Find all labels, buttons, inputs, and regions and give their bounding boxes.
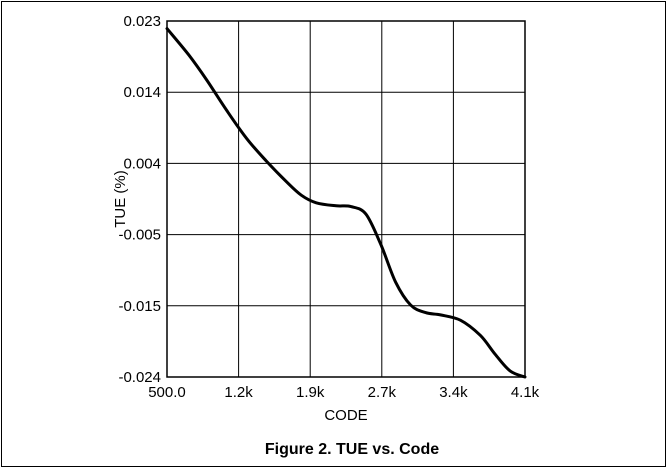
x-axis-ticks: 500.0 1.2k 1.9k 2.7k 3.4k 4.1k bbox=[148, 384, 539, 401]
y-axis-ticks: 0.023 0.014 0.004 -0.005 -0.015 -0.024 bbox=[118, 13, 161, 386]
x-tick-label: 3.4k bbox=[439, 384, 468, 401]
plot-area bbox=[166, 20, 526, 378]
x-axis-label: CODE bbox=[324, 407, 367, 424]
x-tick-label: 1.9k bbox=[296, 384, 325, 401]
y-tick-label: 0.014 bbox=[123, 84, 161, 101]
figure-caption: Figure 2. TUE vs. Code bbox=[265, 441, 439, 458]
y-axis-label: TUE (%) bbox=[112, 170, 129, 228]
x-tick-label: 1.2k bbox=[224, 384, 253, 401]
y-tick-label: -0.024 bbox=[118, 369, 161, 386]
grid bbox=[167, 21, 525, 377]
tue-curve bbox=[165, 27, 527, 379]
y-tick-label: 0.004 bbox=[123, 155, 161, 172]
y-tick-label: 0.023 bbox=[123, 13, 161, 30]
x-tick-label: 2.7k bbox=[368, 384, 397, 401]
y-tick-label: -0.005 bbox=[118, 227, 161, 244]
x-tick-label: 4.1k bbox=[511, 384, 540, 401]
y-tick-label: -0.015 bbox=[118, 298, 161, 315]
x-tick-label: 500.0 bbox=[148, 384, 186, 401]
